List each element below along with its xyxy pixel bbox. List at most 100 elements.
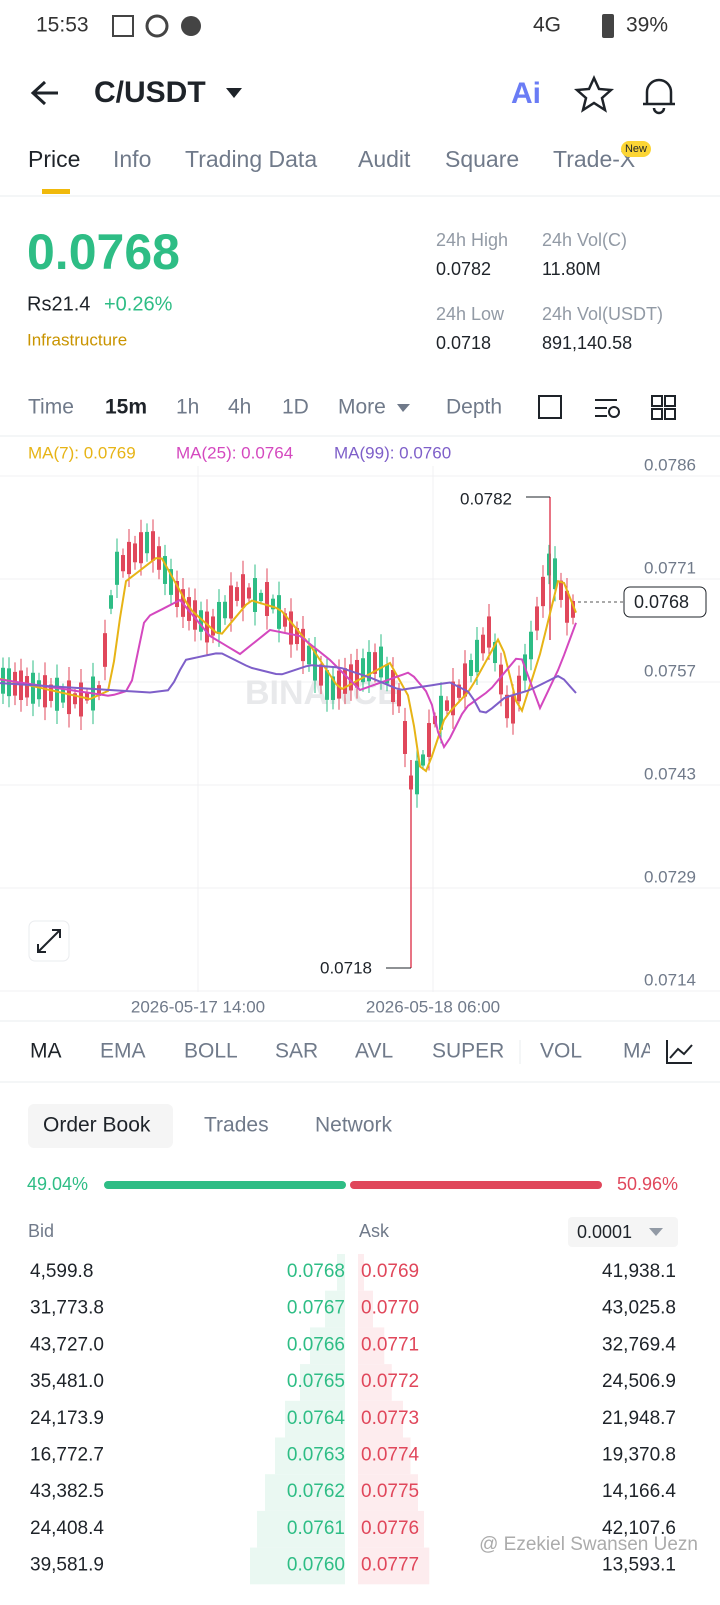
bid-depth: [257, 1510, 345, 1548]
candle-body: [7, 668, 11, 697]
candle-body: [571, 601, 575, 618]
candle-body: [127, 541, 131, 575]
interval[interactable]: Depth: [446, 396, 502, 419]
chart-tool: [608, 406, 620, 418]
back-button[interactable]: [30, 80, 58, 106]
candle-body: [271, 598, 275, 610]
orderbook-tab[interactable]: Order Book: [43, 1114, 151, 1137]
stat-label: 24h High: [436, 230, 508, 250]
y-tick-label: 0.0771: [644, 558, 696, 577]
candle-body: [445, 700, 449, 711]
candle-body: [247, 587, 251, 599]
bid-depth: [300, 1364, 345, 1401]
candle-body: [265, 582, 269, 616]
bid-quantity: 16,772.7: [30, 1445, 104, 1466]
high-label: 0.0782: [460, 489, 512, 508]
orderbook-tab[interactable]: Trades: [204, 1114, 269, 1137]
chart-tool[interactable]: [664, 408, 676, 420]
candle-body: [49, 684, 53, 701]
candle-body: [223, 601, 227, 619]
indicator-tab[interactable]: SUPER: [432, 1040, 504, 1063]
chart-tool[interactable]: [651, 395, 663, 407]
candle-body: [481, 634, 485, 654]
candle-body: [385, 664, 389, 684]
candle-body: [211, 616, 215, 636]
candle-body: [277, 595, 281, 629]
fiat-price: Rs21.4: [27, 293, 90, 315]
precision-value[interactable]: 0.0001: [577, 1222, 632, 1242]
tab[interactable]: Info: [113, 146, 151, 172]
candle-body: [85, 692, 89, 701]
status-icon: [112, 15, 134, 37]
candle-body: [151, 531, 155, 561]
stat-value: 891,140.58: [542, 333, 632, 353]
battery-icon: [602, 14, 614, 38]
indicator-tab[interactable]: BOLL: [184, 1040, 238, 1063]
candle-body: [367, 651, 371, 682]
ask-price: 0.0775: [361, 1481, 419, 1502]
ask-depth: [358, 1510, 424, 1548]
bid-depth: [285, 1400, 345, 1438]
bid-price: 0.0761: [287, 1518, 345, 1539]
indicator-tab[interactable]: MA: [30, 1040, 62, 1063]
tag[interactable]: Infrastructure: [27, 330, 127, 349]
candle-body: [547, 553, 551, 576]
bid-percent: 49.04%: [27, 1174, 88, 1194]
orderbook-tab[interactable]: Network: [315, 1114, 393, 1137]
ask-price: 0.0773: [361, 1408, 419, 1429]
indicator-tab[interactable]: SAR: [275, 1040, 318, 1063]
indicator-tab[interactable]: AVL: [355, 1040, 393, 1063]
candle-body: [337, 670, 341, 699]
tab[interactable]: Trading Data: [185, 146, 317, 172]
indicator-settings[interactable]: [666, 1040, 693, 1064]
ask-price: 0.0776: [361, 1518, 419, 1539]
tab[interactable]: Square: [445, 146, 519, 172]
indicator-tab[interactable]: EMA: [100, 1040, 146, 1063]
chart-tool[interactable]: [538, 395, 562, 419]
ma-label: MA(99): 0.0760: [334, 443, 451, 462]
candle-body: [55, 677, 59, 711]
ma-line: [0, 557, 577, 773]
candle-body: [139, 532, 143, 564]
candle-body: [169, 569, 173, 595]
y-tick-label: 0.0757: [644, 661, 696, 680]
interval[interactable]: 15m: [105, 396, 147, 419]
ai-icon: Ai: [511, 77, 541, 110]
candle-body: [529, 631, 533, 660]
ask-quantity: 42,107.6: [602, 1518, 676, 1539]
ma-line: [0, 598, 577, 750]
interval[interactable]: Time: [28, 396, 74, 419]
precision-select[interactable]: [568, 1217, 678, 1247]
candle-body: [487, 616, 491, 648]
indicator-tab[interactable]: VOL: [540, 1040, 582, 1063]
bell-button[interactable]: [643, 78, 675, 115]
interval[interactable]: 4h: [228, 396, 251, 419]
x-tick-label: 2026-05-18 06:00: [366, 997, 500, 1016]
interval[interactable]: More: [338, 396, 386, 419]
candle-body: [133, 543, 137, 563]
interval[interactable]: 1D: [282, 396, 309, 419]
pair-title[interactable]: C/USDT: [94, 76, 206, 109]
column-header: Bid: [28, 1221, 54, 1241]
candle-body: [565, 590, 569, 623]
chart-tool[interactable]: [664, 395, 676, 407]
candle-body: [79, 682, 83, 717]
chart-tool[interactable]: [595, 399, 617, 417]
bid-price: 0.0762: [287, 1481, 345, 1502]
chart-tool[interactable]: [651, 408, 663, 420]
more-caret: [397, 404, 410, 412]
ask-depth: [358, 1364, 392, 1401]
ma-line: [0, 652, 577, 714]
interval[interactable]: 1h: [176, 396, 199, 419]
ask-quantity: 43,025.8: [602, 1298, 676, 1319]
ma-label: MA(7): 0.0769: [28, 443, 136, 462]
star-button[interactable]: [573, 74, 615, 113]
tab[interactable]: Audit: [358, 146, 411, 172]
label: 15:53: [36, 14, 89, 37]
candle-body: [37, 680, 41, 700]
column-header: Ask: [359, 1221, 390, 1241]
tab[interactable]: Price: [28, 146, 80, 172]
candle-body: [253, 578, 257, 612]
chart: BINANCE: [0, 466, 720, 992]
bid-quantity: 31,773.8: [30, 1298, 104, 1319]
